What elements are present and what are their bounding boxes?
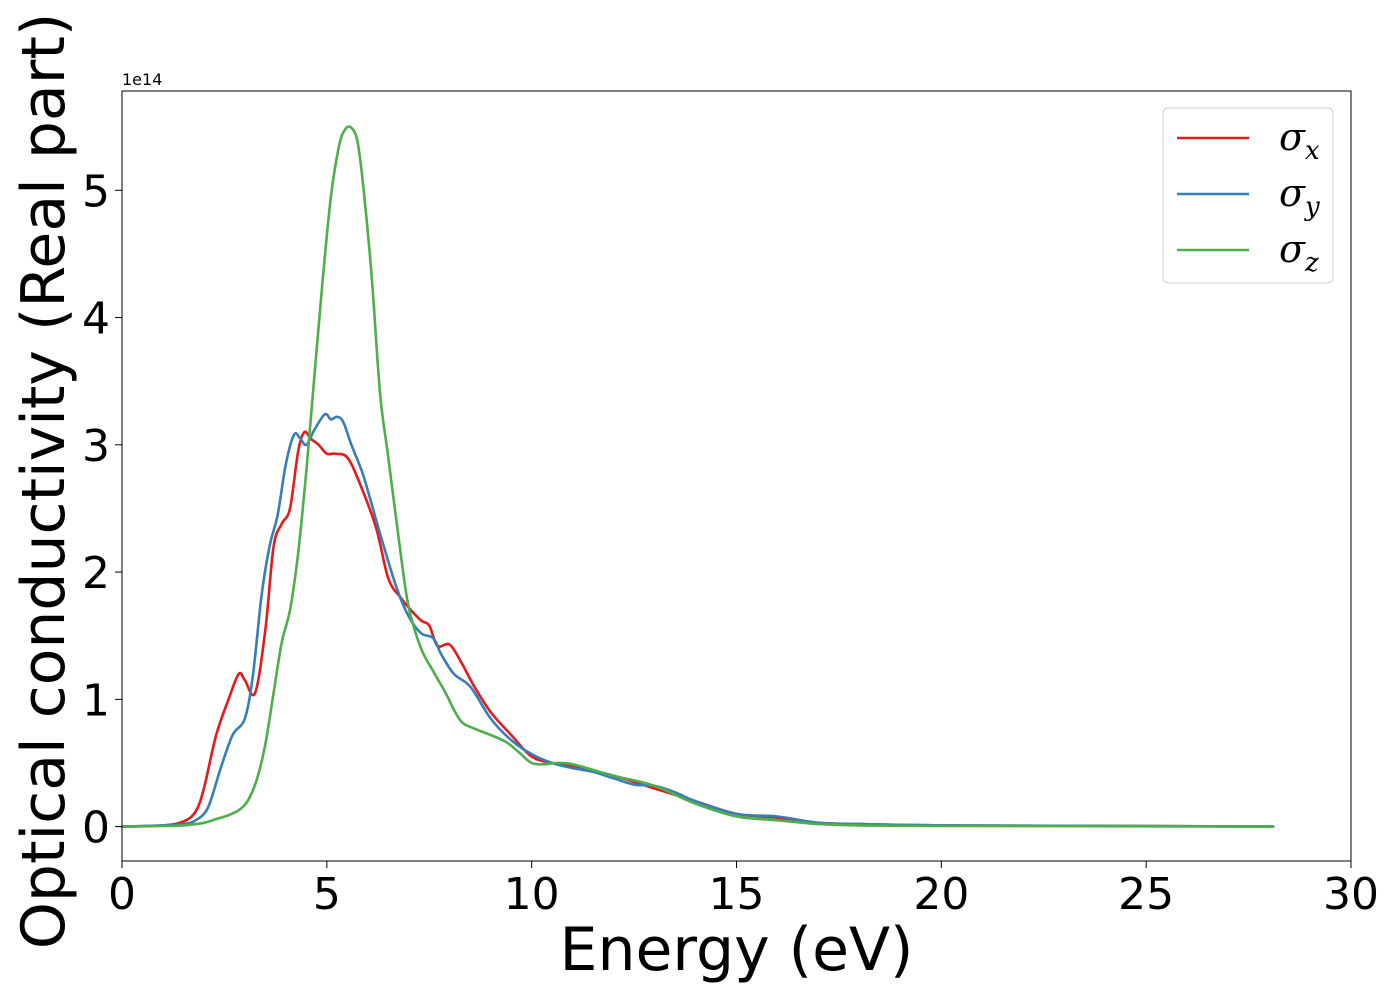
y-tick-label: 3 [82,421,110,472]
series-line-x [120,430,1275,828]
y-tick-label: 5 [82,166,110,217]
x-tick-label: 25 [1118,869,1174,920]
legend-subscript: x [1305,136,1320,166]
x-tick-label: 0 [108,869,136,920]
series-line-z [120,125,1275,828]
x-tick-label: 5 [313,869,341,920]
series-layer [120,125,1275,828]
x-tick-label: 10 [504,869,560,920]
legend-label-z: σz [1279,227,1319,278]
y-tick-label: 0 [82,803,110,854]
y-tick-label: 4 [82,294,110,345]
legend-label-x: σx [1279,115,1320,166]
legend-symbol: σ [1279,171,1306,215]
x-tick-label: 30 [1323,869,1379,920]
x-axis: 0 5 10 15 20 25 30 [108,861,1379,920]
y-axis: 0 1 2 3 4 5 [82,166,122,854]
legend-subscript: z [1304,248,1319,278]
legend-box [1162,107,1334,284]
legend-symbol: σ [1279,115,1306,159]
y-tick-label: 1 [82,675,110,726]
y-axis-label: Optical conductivity (Real part) [9,13,79,950]
y-offset-label: 1e14 [122,70,162,89]
series-line-y [120,412,1275,828]
x-tick-label: 20 [913,869,969,920]
legend-subscript: y [1304,192,1320,222]
x-tick-label: 15 [709,869,765,920]
legend-label-y: σy [1279,171,1320,222]
x-axis-label: Energy (eV) [560,915,914,985]
legend-symbol: σ [1279,227,1306,271]
y-tick-label: 2 [82,548,110,599]
